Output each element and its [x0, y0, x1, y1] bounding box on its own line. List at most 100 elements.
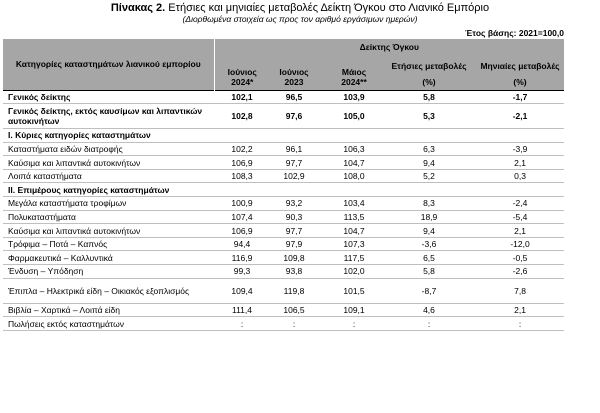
table-row: Βιβλία – Χαρτικά – Λοιπά είδη 111,4 106,5 1… [3, 303, 565, 318]
value-may-2024: : [318, 316, 390, 331]
gap [468, 196, 476, 211]
table-row: Ένδυση – Υπόδηση 99,3 93,8 102,0 5,8 -2,6 [3, 264, 565, 279]
col-subheader-gap [468, 77, 476, 90]
value-monthly-change: -2,4 [476, 196, 565, 211]
value-jun-2023: 93,2 [270, 196, 318, 211]
gap [468, 128, 476, 143]
value-jun-2024: 94,4 [214, 237, 270, 252]
value-monthly-change: 0,3 [476, 169, 565, 184]
value-jun-2023: 97,6 [270, 103, 318, 130]
row-label: Καύσιμα και λιπαντικά αυτοκινήτων [3, 223, 214, 238]
value-jun-2023 [270, 182, 318, 198]
value-jun-2024: 111,4 [214, 303, 270, 318]
value-jun-2023 [270, 128, 318, 143]
gap [468, 103, 476, 130]
value-monthly-change: 2,1 [476, 155, 565, 170]
col-header-may-2024: Μάιος [318, 54, 390, 77]
gap [468, 316, 476, 331]
value-jun-2023: 90,3 [270, 210, 318, 225]
value-may-2024: 104,7 [318, 155, 390, 170]
table-row: Καύσιμα και λιπαντικά αυτοκινήτων 106,9 97… [3, 155, 565, 170]
value-monthly-change: 2,1 [476, 223, 565, 238]
col-header-annual-change: Ετήσιες μεταβολές [390, 54, 468, 77]
table-row: Φαρμακευτικά – Καλλυντικά 116,9 109,8 117,5… [3, 250, 565, 266]
table-row: Καταστήματα ειδών διατροφής 102,2 96,1 106,… [3, 142, 565, 157]
value-jun-2024: 108,3 [214, 169, 270, 184]
value-annual-change: 18,9 [390, 210, 468, 225]
value-annual-change: 6,3 [390, 142, 468, 157]
table-row: Μεγάλα καταστήματα τροφίμων 100,9 93,2 103,… [3, 196, 565, 211]
table-row: Πωλήσεις εκτός καταστημάτων::::: [3, 316, 565, 331]
value-jun-2024: 99,3 [214, 264, 270, 279]
value-jun-2024: 102,8 [214, 103, 270, 130]
base-year-note: Έτος βάσης: 2021=100,0 [465, 28, 564, 38]
value-jun-2023: 102,9 [270, 169, 318, 184]
value-annual-change: 5,8 [390, 264, 468, 279]
table-row: Λοιπά καταστήματα 108,3 102,9 108,0 5,2 0,3 [3, 169, 565, 184]
value-may-2024: 105,0 [318, 103, 390, 130]
col-subheader-may-2024: 2024** [318, 77, 390, 90]
gap [468, 278, 476, 304]
col-header-jun-2024: Ιούνιος [213, 54, 270, 77]
table-row: Γενικός δείκτης 102,1 96,5 103,9 5,8 -1,7 [3, 89, 565, 105]
value-may-2024 [318, 182, 390, 198]
category-header: Κατηγορίες καταστημάτων λιανικού εμπορίο… [3, 39, 214, 90]
value-monthly-change: -0,5 [476, 250, 565, 266]
value-jun-2024 [214, 182, 270, 198]
value-jun-2024: 109,4 [214, 278, 270, 304]
value-jun-2023: 97,7 [270, 223, 318, 238]
value-monthly-change: -3,9 [476, 142, 565, 157]
value-jun-2024: : [214, 316, 270, 331]
value-monthly-change: 2,1 [476, 303, 565, 318]
table-title: Πίνακας 2. Ετήσιες και μηνιαίες μεταβολέ… [0, 2, 600, 14]
value-monthly-change [476, 182, 565, 198]
row-label: II. Επιμέρους κατηγορίες καταστημάτων [3, 182, 214, 198]
table-row: Έπιπλα – Ηλεκτρικά είδη – Οικιακός εξοπλ… [3, 278, 565, 304]
row-label: Πωλήσεις εκτός καταστημάτων [3, 316, 214, 331]
value-annual-change: 8,3 [390, 196, 468, 211]
value-may-2024: 102,0 [318, 264, 390, 279]
value-jun-2024: 102,1 [214, 89, 270, 105]
gap [468, 155, 476, 170]
value-annual-change: 6,5 [390, 250, 468, 266]
row-label: Φαρμακευτικά – Καλλυντικά [3, 250, 214, 266]
value-may-2024: 117,5 [318, 250, 390, 266]
value-jun-2024: 102,2 [214, 142, 270, 157]
row-label: Τρόφιμα – Ποτά – Καπνός [3, 237, 214, 252]
value-annual-change: 9,4 [390, 223, 468, 238]
table-subtitle: (Διορθωμένα στοιχεία ως προς τον αριθμό … [182, 14, 418, 24]
table-number: Πίνακας 2. [110, 2, 166, 14]
value-jun-2023: 109,8 [270, 250, 318, 266]
value-may-2024: 106,3 [318, 142, 390, 157]
value-jun-2023: 96,1 [270, 142, 318, 157]
value-jun-2024 [214, 128, 270, 143]
table-title-text: Ετήσιες και μηνιαίες μεταβολές Δείκτη Όγ… [165, 2, 490, 14]
col-subheader-jun-2024: 2024* [213, 77, 270, 90]
value-jun-2024: 100,9 [214, 196, 270, 211]
gap [468, 210, 476, 225]
value-annual-change: 4,6 [390, 303, 468, 318]
table-row: Τρόφιμα – Ποτά – Καπνός 94,4 97,9 107,3 -3,6… [3, 237, 565, 252]
volume-index-header: Δείκτης Όγκου [213, 39, 565, 54]
value-jun-2023: 106,5 [270, 303, 318, 318]
value-jun-2023: 97,9 [270, 237, 318, 252]
row-label: Καύσιμα και λιπαντικά αυτοκινήτων [3, 155, 214, 170]
value-monthly-change: -1,7 [476, 89, 565, 105]
value-may-2024: 101,5 [318, 278, 390, 304]
gap [468, 250, 476, 266]
col-header-monthly-change: Μηνιαίες μεταβολές [476, 54, 565, 77]
value-annual-change: 5,8 [390, 89, 468, 105]
value-may-2024 [318, 128, 390, 143]
value-monthly-change [476, 128, 565, 143]
gap [468, 303, 476, 318]
table-row: Καύσιμα και λιπαντικά αυτοκινήτων 106,9 97… [3, 223, 565, 238]
value-jun-2024: 106,9 [214, 223, 270, 238]
row-label: Βιβλία – Χαρτικά – Λοιπά είδη [3, 303, 214, 318]
table-row: Πολυκαταστήματα 107,4 90,3 113,5 18,9 -5,4 [3, 210, 565, 225]
value-may-2024: 103,9 [318, 89, 390, 105]
value-annual-change: -3,6 [390, 237, 468, 252]
col-subheader-annual-change: (%) [390, 77, 468, 90]
value-annual-change: 9,4 [390, 155, 468, 170]
title-block: Πίνακας 2. Ετήσιες και μηνιαίες μεταβολέ… [0, 2, 600, 24]
value-may-2024: 103,4 [318, 196, 390, 211]
